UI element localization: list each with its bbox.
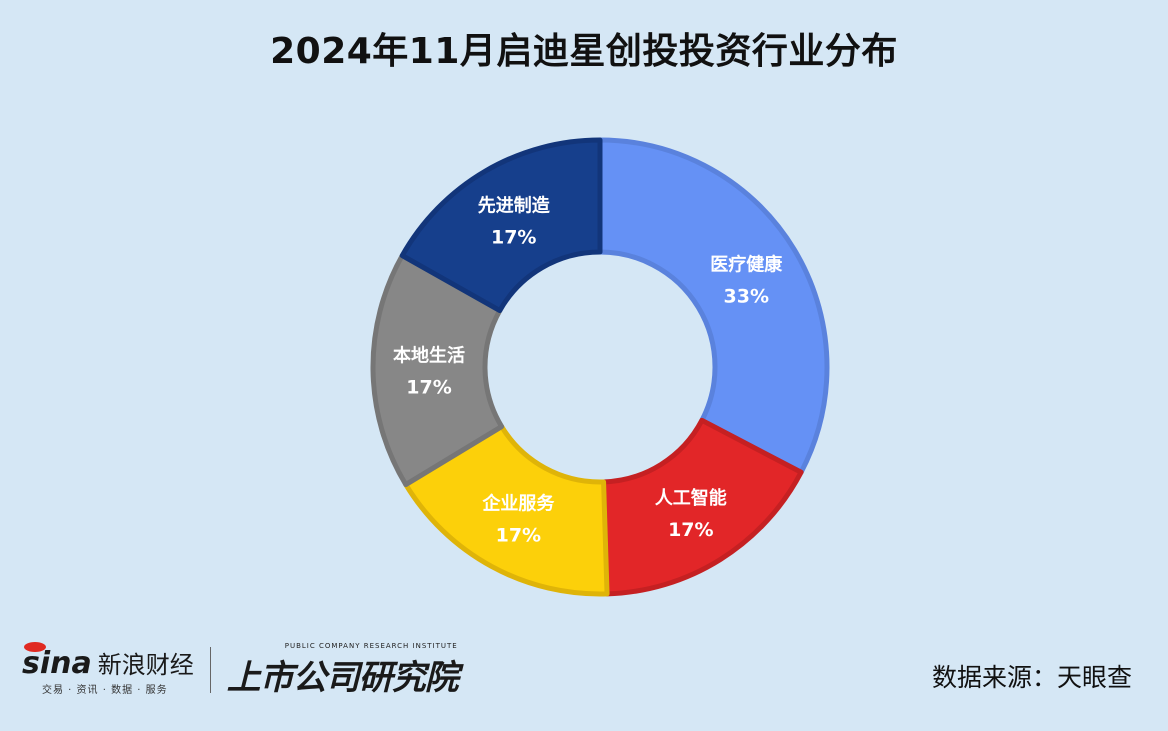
slice-percent-label: 17% bbox=[668, 519, 713, 541]
slice-percent-label: 17% bbox=[496, 524, 541, 546]
donut-slice bbox=[370, 253, 505, 488]
logo-divider bbox=[209, 647, 211, 693]
donut-slice bbox=[399, 137, 603, 314]
slice-name-label: 先进制造 bbox=[478, 194, 550, 216]
sina-tagline: 交易 · 资讯 · 数据 · 服务 bbox=[42, 684, 168, 696]
slice-percent-label: 17% bbox=[406, 377, 451, 399]
sina-wordmark: sina bbox=[22, 641, 92, 681]
donut-slice bbox=[403, 424, 610, 597]
slice-name-label: 企业服务 bbox=[481, 492, 555, 514]
donut-slice bbox=[597, 137, 830, 475]
slice-percent-label: 17% bbox=[491, 226, 536, 248]
sina-finance-logo: sina 新浪财经 交易 · 资讯 · 数据 · 服务 bbox=[22, 641, 194, 696]
research-institute-logo: PUBLIC COMPANY RESEARCH INSTITUTE 上市公司研究… bbox=[225, 640, 465, 700]
sina-finance-name: 新浪财经 bbox=[97, 650, 194, 679]
research-institute-cn: 上市公司研究院 bbox=[226, 658, 459, 698]
footer-logos: sina 新浪财经 交易 · 资讯 · 数据 · 服务 PUBLIC COMPA… bbox=[22, 640, 465, 700]
slice-percent-label: 33% bbox=[724, 285, 769, 307]
chart-title: 2024年11月启迪星创投投资行业分布 bbox=[270, 31, 898, 72]
research-institute-en: PUBLIC COMPANY RESEARCH INSTITUTE bbox=[284, 642, 458, 650]
donut-slice bbox=[601, 417, 804, 597]
slice-name-label: 人工智能 bbox=[655, 487, 727, 509]
slice-name-label: 本地生活 bbox=[393, 345, 465, 367]
sina-eye-icon bbox=[24, 641, 46, 652]
slice-name-label: 医疗健康 bbox=[710, 253, 783, 275]
data-source: 数据来源：天眼查 bbox=[931, 663, 1132, 692]
